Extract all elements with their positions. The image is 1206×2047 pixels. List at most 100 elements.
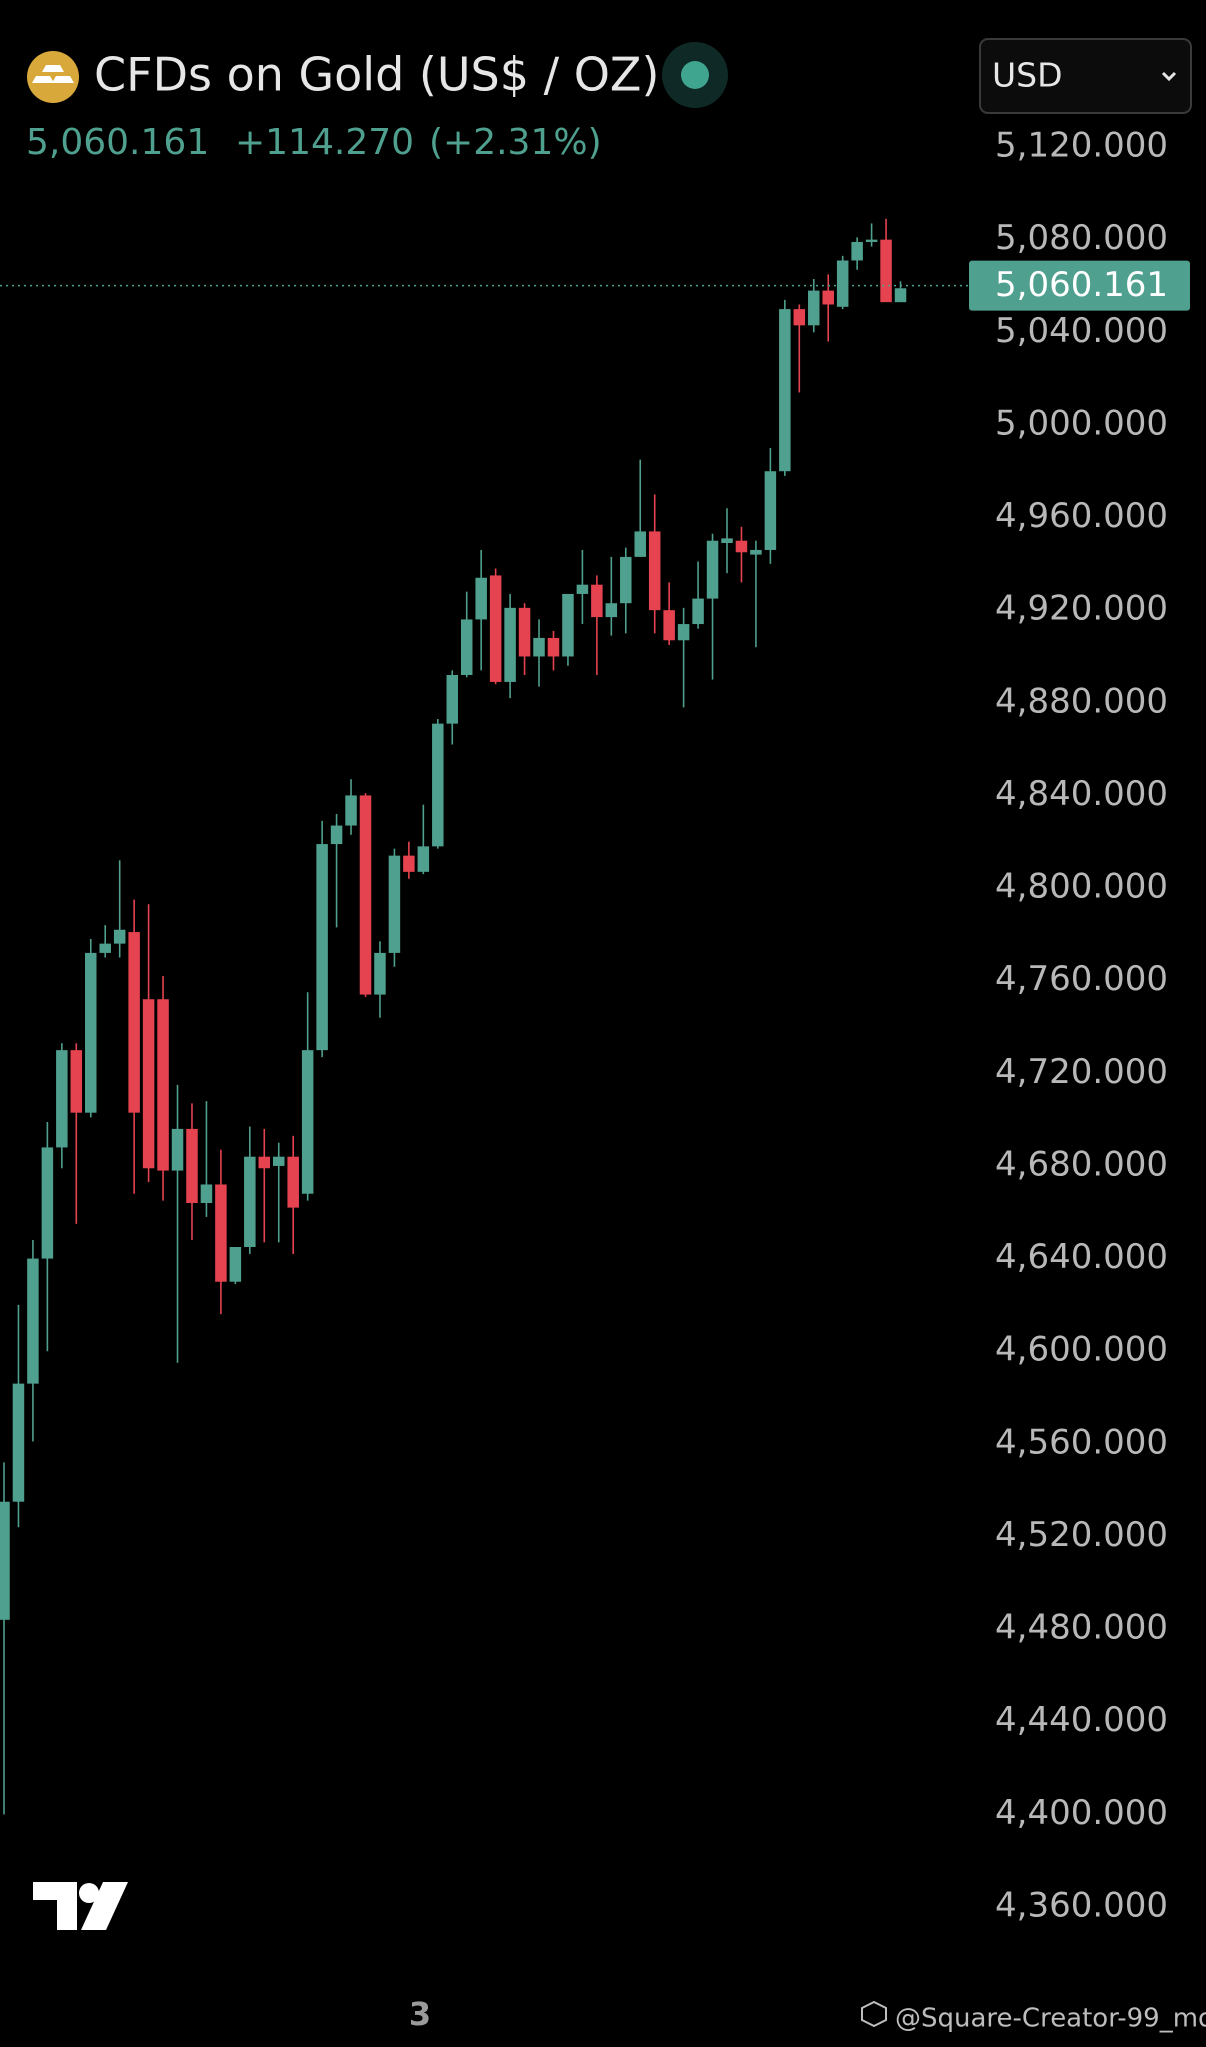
- y-tick-label: 4,480.000: [995, 1608, 1168, 1648]
- candle-body: [200, 1184, 213, 1203]
- watermark: @Square-Creator-99_mo…: [895, 2004, 1206, 2034]
- candle-body: [779, 309, 791, 472]
- candle-body: [244, 1156, 256, 1247]
- candle-body: [706, 540, 719, 599]
- y-tick-label: 4,840.000: [995, 774, 1168, 814]
- candle-body: [562, 593, 574, 657]
- price: 5,060.161: [26, 122, 209, 163]
- candle-body: [764, 471, 777, 550]
- y-tick-label: 4,680.000: [995, 1144, 1168, 1184]
- candle-body: [721, 538, 733, 544]
- y-tick-label: 4,520.000: [995, 1515, 1168, 1555]
- y-tick-label: 4,800.000: [995, 867, 1168, 907]
- y-tick-label: 4,360.000: [995, 1885, 1168, 1925]
- change: +114.270: [235, 122, 414, 163]
- y-tick-label: 4,920.000: [995, 589, 1168, 629]
- candle-body: [489, 575, 502, 682]
- candle-body: [330, 825, 343, 845]
- candle-body: [648, 531, 661, 611]
- candle-body: [85, 952, 97, 1113]
- candle-body: [171, 1128, 184, 1171]
- candle-body: [56, 1050, 68, 1148]
- candle-body: [547, 637, 560, 657]
- candle-body: [359, 795, 372, 995]
- candle-body: [880, 239, 892, 303]
- candle-body: [388, 855, 401, 953]
- candle-body: [533, 637, 545, 657]
- candle-body: [128, 932, 140, 1113]
- y-tick-label: 4,400.000: [995, 1793, 1168, 1833]
- candle-body: [677, 624, 690, 641]
- currency-select[interactable]: USD: [979, 38, 1192, 114]
- candle-body: [345, 795, 357, 826]
- chart-title: CFDs on Gold (US$ / OZ): [94, 48, 659, 102]
- candle-body: [793, 309, 806, 326]
- y-tick-label: 4,600.000: [995, 1330, 1168, 1370]
- y-tick-label: 4,440.000: [995, 1700, 1168, 1740]
- candle-body: [186, 1128, 198, 1203]
- status-dot: [681, 61, 709, 89]
- candle-body: [576, 584, 589, 594]
- candle-body: [157, 999, 169, 1171]
- candle-body: [808, 290, 820, 326]
- y-tick-label: 5,040.000: [995, 311, 1168, 351]
- candle-body: [518, 607, 531, 657]
- y-tick-label: 4,560.000: [995, 1422, 1168, 1462]
- candle-body: [446, 675, 459, 724]
- candle-body: [403, 855, 415, 872]
- candle-body: [27, 1258, 39, 1384]
- candle-body: [41, 1147, 54, 1259]
- candle-body: [142, 999, 155, 1169]
- candle-body: [605, 603, 618, 618]
- watermark-icon: [861, 2000, 887, 2028]
- candle-body: [417, 846, 430, 872]
- candle-body: [113, 929, 126, 944]
- candle-body: [851, 241, 863, 261]
- candle-body: [475, 577, 487, 620]
- x-label: 3: [409, 1995, 431, 2033]
- candle-body: [432, 723, 444, 847]
- y-tick-label: 4,640.000: [995, 1237, 1168, 1277]
- candle-body: [215, 1184, 227, 1282]
- candle-body: [12, 1383, 25, 1502]
- y-tick-label: 4,960.000: [995, 496, 1168, 536]
- gold-icon: [27, 51, 79, 103]
- currency-box[interactable]: [979, 38, 1192, 114]
- candle-body: [504, 607, 516, 682]
- candle-body: [620, 556, 632, 604]
- candle-body: [735, 540, 748, 553]
- last-price-badge: [969, 260, 1190, 311]
- candle-body: [229, 1246, 242, 1282]
- y-tick-label: 5,000.000: [995, 403, 1168, 443]
- candle-body: [865, 239, 878, 242]
- currency-label[interactable]: USD: [992, 56, 1063, 95]
- candle-body: [750, 549, 762, 555]
- candle-body: [0, 1501, 10, 1620]
- candle-body: [258, 1156, 271, 1169]
- y-tick-label: 4,760.000: [995, 959, 1168, 999]
- candle-body: [316, 844, 328, 1051]
- y-tick-label: 5,120.000: [995, 126, 1168, 166]
- change-percent: (+2.31%): [429, 122, 602, 163]
- candle-body: [374, 952, 386, 995]
- candle-body: [663, 610, 675, 641]
- y-tick-label: 5,080.000: [995, 218, 1168, 258]
- dropdown-arrow[interactable]: [1161, 71, 1177, 82]
- y-tick-label: 4,720.000: [995, 1052, 1168, 1092]
- last-price-label: 5,060.161: [995, 265, 1168, 305]
- candle-body: [70, 1050, 83, 1113]
- y-tick-label: 4,880.000: [995, 681, 1168, 721]
- candle-body: [836, 260, 849, 307]
- candle-body: [692, 598, 704, 625]
- candle-body: [287, 1156, 299, 1208]
- candle-body: [634, 531, 646, 557]
- candle-body: [99, 943, 111, 953]
- candle-body: [460, 619, 473, 676]
- logo: [33, 1882, 128, 1930]
- candle-body: [301, 1050, 314, 1194]
- candle-body: [591, 584, 603, 618]
- candle-body: [822, 290, 834, 305]
- candle-body: [272, 1156, 285, 1166]
